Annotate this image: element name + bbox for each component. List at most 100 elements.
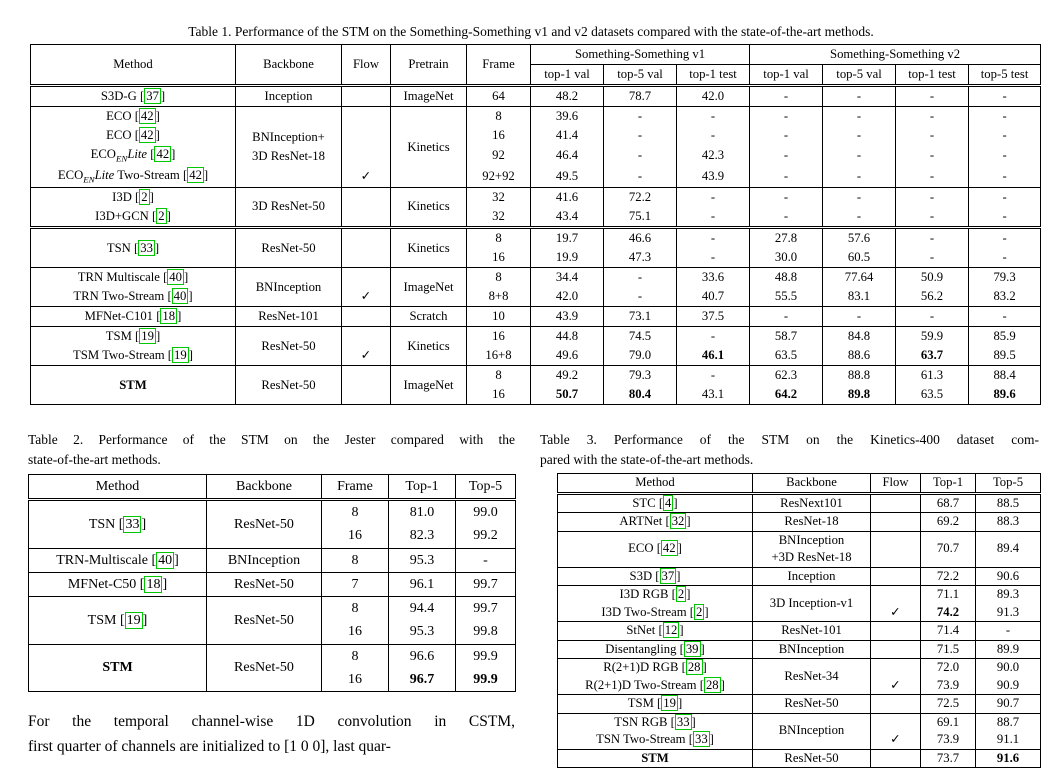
cell: ResNet-50	[752, 748, 871, 768]
citation-link[interactable]: 39	[683, 641, 701, 657]
citation-link[interactable]: 19	[139, 328, 156, 345]
cell: ECO [42]	[557, 530, 753, 568]
table-row: MFNet-C101 [18] ResNet-101 Scratch 10 43.9 73…	[30, 306, 1042, 327]
cell: 19.9	[530, 248, 604, 268]
cell	[870, 639, 921, 659]
cell: 49.2	[530, 365, 604, 386]
cell: 73.9	[920, 676, 976, 695]
table-row: TSN RGB [33] BNInception 69.1 88.7	[557, 712, 1041, 750]
cell: 90.0	[975, 658, 1041, 677]
cell: -	[895, 186, 970, 207]
citation-link[interactable]: 40	[156, 551, 175, 569]
cell	[341, 145, 391, 167]
citation-link[interactable]: 42	[138, 127, 156, 144]
citation-link[interactable]: 2	[694, 603, 705, 620]
header-cell: top-1 val	[749, 64, 824, 86]
cell: 43.9	[675, 166, 751, 188]
cell: BNInception	[235, 267, 342, 307]
cell: -	[895, 126, 970, 146]
cell: R(2+1)D Two-Stream [28]	[557, 676, 753, 695]
citation-link[interactable]: 42	[138, 108, 156, 125]
cell: 33.6	[675, 267, 751, 288]
cell: R(2+1)D RGB [28]	[557, 658, 753, 677]
citation-link[interactable]: 37	[659, 568, 677, 584]
citation-link[interactable]: 19	[661, 695, 678, 712]
citation-link[interactable]: 2	[139, 188, 150, 205]
cell: 89.4	[975, 530, 1041, 568]
citation-link[interactable]: 32	[669, 513, 687, 530]
citation-link[interactable]: 40	[167, 269, 184, 286]
cell: 16	[466, 326, 531, 347]
cell: -	[822, 306, 897, 327]
cell: -	[895, 166, 970, 188]
cell: ResNext101	[752, 491, 871, 513]
citation-link[interactable]: 28	[685, 659, 703, 676]
cell	[341, 106, 391, 127]
citation-link[interactable]: 42	[154, 146, 172, 163]
cell	[341, 126, 391, 146]
citation-link[interactable]: 33	[692, 731, 710, 748]
cell	[341, 226, 391, 268]
cell	[870, 585, 921, 604]
cell: -	[895, 84, 970, 107]
cell: 16	[466, 248, 531, 268]
text-line: pared with the state-of-the-art methods.	[540, 451, 754, 467]
cell: 8	[321, 596, 389, 621]
cell: 44.8	[530, 326, 604, 347]
header-cell: top-5 val	[822, 64, 897, 86]
cell: 89.5	[968, 346, 1042, 366]
citation-link[interactable]: 33	[138, 239, 155, 256]
cell: -	[603, 126, 677, 146]
header-cell: top-1 test	[895, 64, 970, 86]
citation-link[interactable]: 12	[662, 622, 680, 639]
cell: 73.7	[920, 748, 976, 768]
cell: 8	[466, 106, 531, 127]
citation-link[interactable]: 33	[123, 515, 142, 533]
citation-link[interactable]: 18	[160, 308, 178, 325]
citation-link[interactable]: 2	[675, 586, 687, 603]
cell: ✓	[341, 166, 391, 188]
cell: 92	[466, 145, 531, 167]
cell: 8	[321, 643, 389, 668]
cell: 8	[466, 226, 531, 249]
cell: 89.6	[968, 385, 1042, 405]
cell: 85.9	[968, 326, 1042, 347]
citation-link[interactable]: 4	[663, 495, 674, 511]
label-part: Lite	[127, 147, 148, 162]
citation-link[interactable]: 19	[172, 347, 189, 364]
cell: TSM [19]	[28, 596, 207, 645]
header-cell: top-5 test	[968, 64, 1042, 86]
cell: -	[675, 186, 751, 207]
citation-link[interactable]: 37	[144, 88, 161, 105]
cell: ✓	[341, 287, 391, 307]
cell: ResNet-50	[235, 326, 342, 366]
citation-link[interactable]: 40	[171, 288, 189, 305]
table-row: StNet [12] ResNet-101 71.4-	[557, 621, 1041, 641]
citation-link[interactable]: 2	[156, 208, 167, 224]
cell	[341, 267, 391, 288]
cell: 37.5	[675, 306, 751, 327]
table-row: I3D [2] 3D ResNet-50 Kinetics 32 41.6 72.2- - -…	[30, 186, 1042, 228]
cell: -	[895, 306, 970, 327]
text-line: first quarter of channels are initialize…	[28, 737, 391, 755]
cell: 3D Inception-v1	[752, 585, 871, 622]
cell: 16	[466, 385, 531, 405]
header-cell: Top-1	[920, 473, 976, 494]
cell: TRN Two-Stream [40]	[30, 287, 236, 307]
cell: 99.9	[455, 643, 516, 668]
cell: STC [4]	[557, 491, 753, 513]
citation-link[interactable]: 42	[660, 540, 678, 557]
citation-link[interactable]: 28	[703, 676, 721, 693]
cell: 74.2	[920, 603, 976, 622]
cell: ResNet-50	[235, 365, 342, 405]
cell: 8	[321, 498, 389, 525]
citation-link[interactable]: 33	[674, 714, 692, 730]
citation-link[interactable]: 18	[144, 575, 163, 593]
citation-link[interactable]: 19	[124, 611, 143, 629]
table-row: ARTNet [32] ResNet-18 69.2 88.3	[557, 512, 1041, 532]
header-cell: top-1 val	[530, 64, 604, 86]
cell	[341, 186, 391, 228]
cell: TSM [19]	[30, 326, 236, 347]
cell: 61.3	[895, 365, 970, 386]
citation-link[interactable]: 42	[187, 167, 204, 184]
